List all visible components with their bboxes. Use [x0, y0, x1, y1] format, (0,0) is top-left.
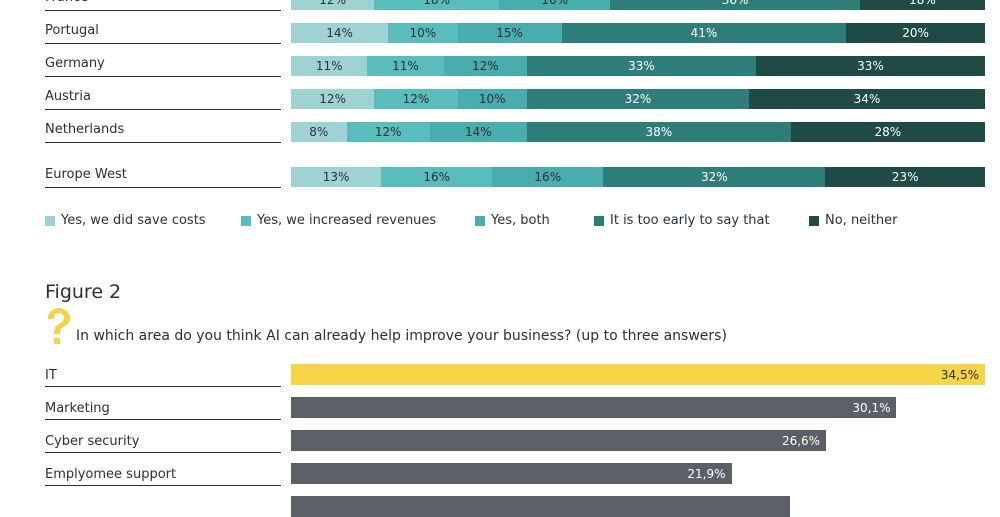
- bar-segment: 8%: [291, 122, 347, 142]
- bar-segment: 12%: [346, 122, 430, 142]
- bar-segment: 33%: [755, 56, 985, 76]
- bar-segment: 14%: [429, 122, 527, 142]
- legend-label: It is too early to say that: [610, 213, 770, 228]
- bar-segment: 23%: [825, 167, 985, 187]
- legend-item: It is too early to say that: [594, 213, 770, 228]
- row-label: Germany: [45, 55, 281, 77]
- legend-swatch: [594, 215, 604, 226]
- bar-segment: 16%: [492, 167, 604, 187]
- bar-label: Emplyomee support: [45, 467, 281, 486]
- bar-label: Marketing: [45, 401, 281, 420]
- legend-item: Yes, we increased revenues: [241, 213, 436, 228]
- bar-segment: 38%: [526, 122, 791, 142]
- legend-swatch: [475, 215, 485, 226]
- bar: 26,6%: [291, 430, 827, 451]
- legend-item: Yes, both: [475, 213, 550, 228]
- bar-label: IT: [45, 368, 281, 387]
- legend: Yes, we did save costs Yes, we increased …: [45, 213, 945, 231]
- bar-segment: 32%: [526, 89, 749, 109]
- data-label: 30,1%: [852, 400, 891, 415]
- bar: 34,5%: [291, 364, 985, 385]
- question-text: In which area do you think AI can alread…: [76, 328, 727, 344]
- legend-swatch: [809, 215, 819, 226]
- bar-segment: 11%: [367, 56, 444, 76]
- legend-swatch: [241, 215, 251, 226]
- bar-segment: 16%: [381, 167, 493, 187]
- stacked-bar: 8% 12% 14% 38% 28%: [291, 122, 985, 142]
- bar-segment: 12%: [374, 89, 458, 109]
- bar-segment: 33%: [526, 56, 756, 76]
- bar-segment: 10%: [388, 23, 458, 43]
- legend-item: Yes, we did save costs: [45, 213, 206, 228]
- bar-segment: 32%: [603, 167, 826, 187]
- data-label: 21,9%: [687, 466, 726, 481]
- bar-segment: 12%: [443, 56, 527, 76]
- bar-label: Cyber security: [45, 434, 281, 453]
- row-label: Austria: [45, 88, 281, 110]
- bar-segment: 18%: [860, 0, 985, 10]
- legend-label: Yes, we increased revenues: [257, 213, 437, 228]
- bar: 30,1%: [291, 397, 897, 418]
- bar-segment: 18%: [374, 0, 500, 10]
- bar-segment: 12%: [291, 89, 375, 109]
- bar: 21,9%: [291, 463, 732, 484]
- question-mark-icon: [48, 308, 70, 344]
- bar-segment: 10%: [457, 89, 527, 109]
- row-label: Europe West: [45, 166, 281, 188]
- bar-segment: 20%: [846, 23, 985, 43]
- stacked-bar: 13% 16% 16% 32% 23%: [291, 167, 985, 187]
- legend-item: No, neither: [809, 213, 897, 228]
- legend-label: Yes, we did save costs: [61, 213, 206, 228]
- stacked-bar: 11% 11% 12% 33% 33%: [291, 56, 985, 76]
- bar-segment: 13%: [291, 167, 382, 187]
- bar: [291, 496, 790, 517]
- stacked-bar: 12% 18% 16% 36% 18%: [291, 0, 985, 10]
- bar-segment: 11%: [291, 56, 368, 76]
- figure-1-stacked-bar-chart: France12%18%16%36%18%Portugal14%10%15%41…: [0, 0, 1000, 240]
- row-label: France: [45, 0, 281, 11]
- stacked-bar: 14% 10% 15% 41% 20%: [291, 23, 985, 43]
- bar-segment: 36%: [610, 0, 861, 10]
- data-label: 26,6%: [781, 433, 821, 448]
- legend-label: Yes, both: [491, 213, 550, 228]
- bar-segment: 34%: [749, 89, 985, 109]
- bar-segment: 12%: [291, 0, 375, 10]
- figure-title: Figure 2: [45, 281, 122, 303]
- stacked-bar: 12% 12% 10% 32% 34%: [291, 89, 985, 109]
- legend-swatch: [45, 215, 55, 226]
- row-label: Netherlands: [45, 121, 281, 143]
- bar-segment: 14%: [291, 23, 389, 43]
- bar-segment: 16%: [499, 0, 611, 10]
- data-label: 34,5%: [940, 367, 979, 382]
- bar-segment: 15%: [457, 23, 562, 43]
- bar-segment: 41%: [561, 23, 847, 43]
- bar-segment: 28%: [790, 122, 985, 142]
- row-label: Portugal: [45, 22, 281, 44]
- legend-label: No, neither: [825, 213, 898, 228]
